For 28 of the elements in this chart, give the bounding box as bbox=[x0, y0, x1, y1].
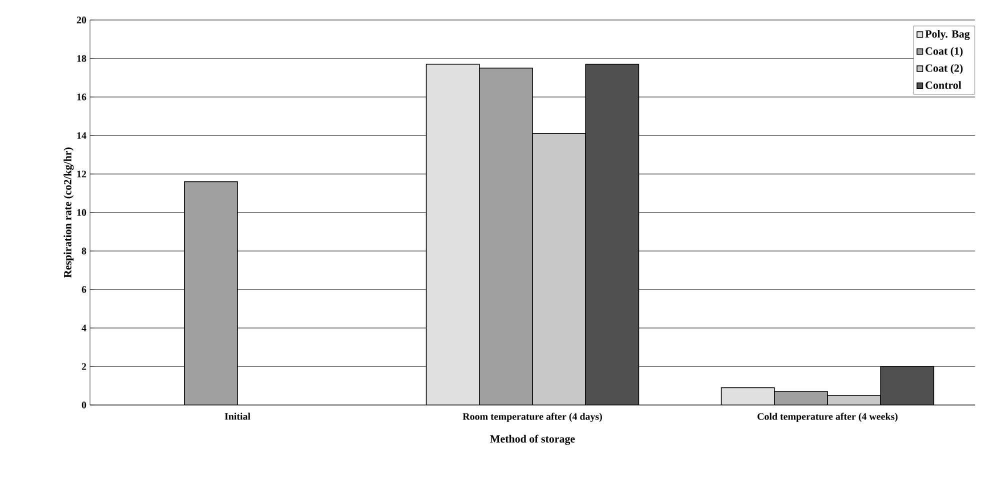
y-tick-label: 2 bbox=[82, 363, 86, 370]
y-tick-label: 4 bbox=[82, 324, 86, 332]
bar bbox=[720, 387, 775, 405]
x-tick-label: Room temperature after (4 days) bbox=[462, 412, 602, 422]
y-tick-label: 18 bbox=[77, 55, 86, 62]
bar bbox=[184, 181, 238, 405]
bar bbox=[774, 391, 828, 405]
y-tick-label: 8 bbox=[82, 248, 86, 254]
y-axis-title: Respiration rate (co2/kg/hr) bbox=[64, 148, 74, 278]
bar bbox=[426, 64, 480, 405]
y-tick-label: 12 bbox=[77, 170, 86, 178]
x-tick-label: Initial bbox=[224, 412, 250, 420]
x-axis-title: Method of storage bbox=[490, 434, 575, 445]
legend-label: Poly. Bag bbox=[925, 30, 970, 40]
bar bbox=[532, 133, 586, 405]
y-tick-label: 10 bbox=[77, 209, 86, 216]
legend-label: Coat (1) bbox=[926, 47, 963, 57]
legend-label: Coat (2) bbox=[926, 64, 963, 74]
x-tick-label: Cold temperature after (4 weeks) bbox=[758, 412, 898, 422]
legend-label: Control bbox=[926, 81, 962, 89]
y-tick-label: 14 bbox=[77, 132, 86, 139]
bar bbox=[880, 366, 934, 405]
y-tick-label: 16 bbox=[77, 94, 86, 100]
y-tick-label: 6 bbox=[82, 286, 86, 293]
bar bbox=[479, 68, 533, 405]
y-tick-label: 0 bbox=[82, 402, 86, 408]
y-tick-label: 20 bbox=[76, 16, 86, 24]
bar bbox=[585, 64, 640, 405]
